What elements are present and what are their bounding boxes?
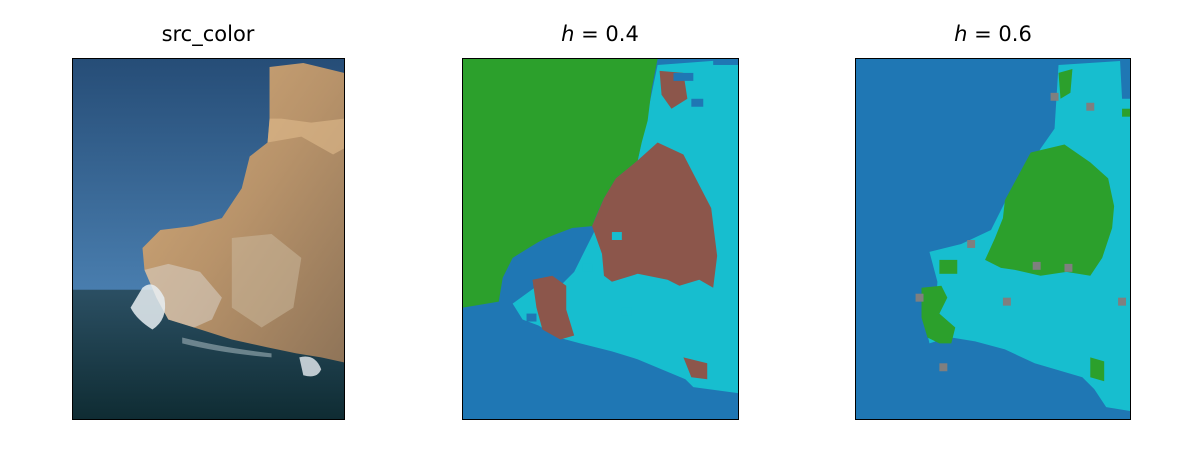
- segmentation-panel-h-0-6: [855, 58, 1131, 420]
- panel-title-value: = 0.4: [574, 22, 639, 46]
- panel-title-variable: h: [954, 22, 968, 46]
- cluster-green-2: [921, 285, 956, 344]
- cluster-brown-4: [683, 357, 708, 380]
- panel-title-src-color: src_color: [72, 22, 344, 46]
- cluster-green: [463, 59, 658, 308]
- panel-title-text: src_color: [161, 22, 255, 46]
- cluster-green-4: [1090, 357, 1105, 382]
- cluster-brown-2: [532, 275, 575, 340]
- source-image: [73, 59, 344, 419]
- panel-title-value: = 0.6: [967, 22, 1032, 46]
- cluster-brown: [592, 142, 718, 288]
- cluster-green: [985, 144, 1115, 276]
- source-image-panel: [72, 58, 345, 420]
- cluster-green-3: [1058, 68, 1073, 99]
- panel-title-variable: h: [561, 22, 575, 46]
- panel-title-h-0-4: h = 0.4: [462, 22, 738, 46]
- segmentation-map-h-0-6: [856, 59, 1130, 419]
- panel-title-h-0-6: h = 0.6: [856, 22, 1130, 46]
- segmentation-panel-h-0-4: [462, 58, 739, 420]
- segmentation-map-h-0-4: [463, 59, 738, 419]
